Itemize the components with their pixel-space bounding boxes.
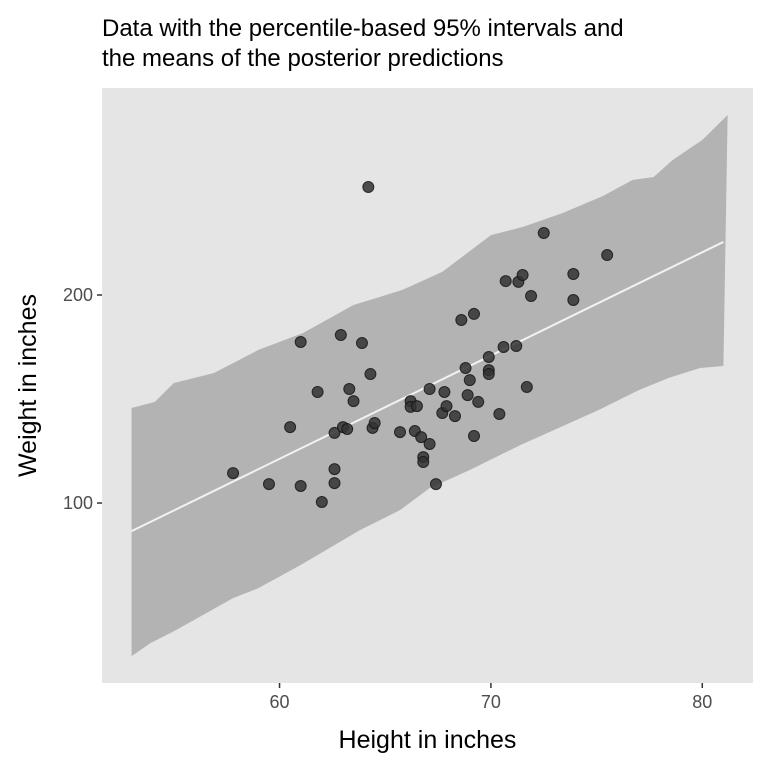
- data-point: [315, 496, 328, 509]
- data-point: [423, 383, 436, 396]
- data-point: [448, 410, 461, 423]
- data-point: [343, 383, 356, 396]
- data-point: [284, 421, 297, 434]
- data-point: [510, 339, 523, 352]
- data-point: [227, 467, 240, 480]
- data-point: [417, 456, 430, 469]
- y-tick-label: 100: [63, 493, 93, 513]
- data-point: [394, 426, 407, 439]
- x-tick-label: 70: [481, 692, 501, 712]
- data-point: [461, 389, 474, 402]
- data-point: [468, 430, 480, 443]
- data-point: [328, 477, 341, 490]
- data-point: [294, 479, 307, 492]
- data-point: [497, 341, 510, 354]
- data-point: [455, 313, 468, 326]
- data-point: [328, 426, 341, 439]
- data-point: [294, 336, 307, 349]
- data-point: [415, 431, 428, 444]
- data-point: [368, 416, 381, 429]
- data-point: [362, 181, 375, 194]
- data-point: [341, 422, 354, 435]
- data-point: [493, 408, 506, 421]
- data-point: [472, 395, 485, 408]
- data-point: [311, 385, 324, 398]
- data-point: [567, 293, 580, 306]
- data-point: [423, 437, 436, 450]
- data-point: [347, 395, 360, 408]
- data-point: [410, 400, 423, 413]
- data-point: [567, 267, 580, 280]
- x-tick-label: 60: [270, 692, 290, 712]
- x-axis-label: Height in inches: [339, 726, 517, 754]
- data-point: [525, 290, 538, 303]
- x-tick-label: 80: [692, 692, 712, 712]
- y-axis-label: Weight in inches: [14, 294, 42, 477]
- data-point: [262, 478, 275, 491]
- data-point: [328, 463, 341, 476]
- data-point: [463, 374, 476, 387]
- data-point: [520, 380, 533, 393]
- data-point: [499, 275, 512, 288]
- data-point: [468, 307, 480, 320]
- data-point: [355, 337, 368, 350]
- chart-title-line-2: the means of the posterior predictions: [102, 45, 504, 72]
- data-point: [429, 478, 442, 491]
- data-point: [482, 368, 495, 381]
- data-point: [601, 249, 614, 262]
- chart-title-line-1: Data with the percentile-based 95% inter…: [102, 15, 624, 42]
- data-point: [334, 328, 347, 341]
- y-tick-label: 200: [63, 285, 93, 305]
- data-point: [537, 227, 550, 240]
- data-point: [459, 362, 472, 375]
- data-point: [482, 350, 495, 363]
- data-point: [364, 368, 377, 381]
- data-point: [516, 269, 529, 282]
- data-point: [438, 385, 451, 398]
- data-point: [440, 400, 453, 413]
